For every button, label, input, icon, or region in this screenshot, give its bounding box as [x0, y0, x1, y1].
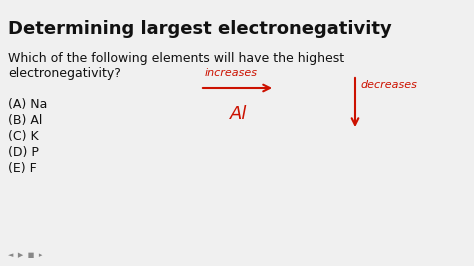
- Text: (B) Al: (B) Al: [8, 114, 42, 127]
- Text: decreases: decreases: [360, 80, 417, 90]
- Text: (E) F: (E) F: [8, 162, 37, 175]
- Text: Determining largest electronegativity: Determining largest electronegativity: [8, 20, 392, 38]
- Text: electronegativity?: electronegativity?: [8, 67, 121, 80]
- Text: (A) Na: (A) Na: [8, 98, 47, 111]
- Text: increases: increases: [205, 68, 258, 78]
- Text: (D) P: (D) P: [8, 146, 39, 159]
- Text: Al: Al: [230, 105, 247, 123]
- Text: Which of the following elements will have the highest: Which of the following elements will hav…: [8, 52, 344, 65]
- Text: (C) K: (C) K: [8, 130, 38, 143]
- Text: ◄  ▶  ■  ▸: ◄ ▶ ■ ▸: [8, 252, 42, 258]
